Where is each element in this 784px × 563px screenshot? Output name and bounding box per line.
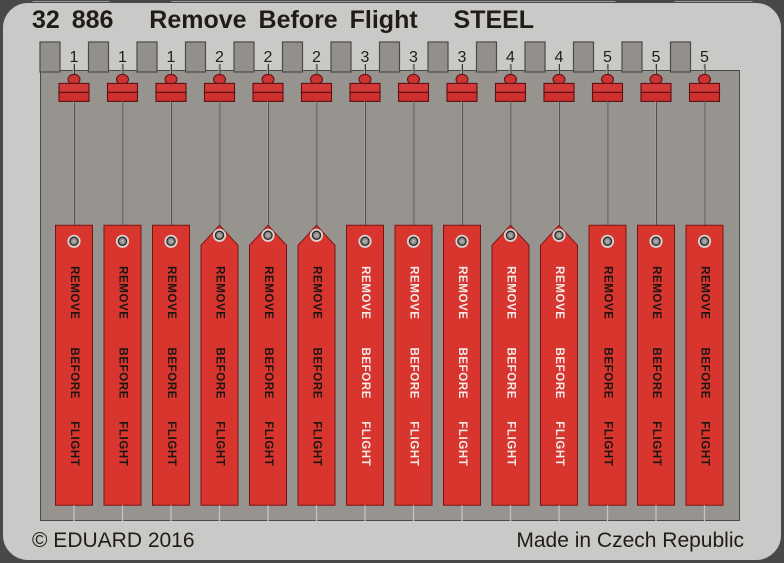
svg-text:REMOVE: REMOVE [359, 266, 371, 319]
svg-text:BEFORE: BEFORE [505, 348, 517, 400]
svg-text:BEFORE: BEFORE [117, 348, 129, 400]
svg-text:REMOVE: REMOVE [117, 266, 129, 319]
svg-text:BEFORE: BEFORE [214, 348, 226, 400]
svg-text:FLIGHT: FLIGHT [699, 421, 711, 466]
svg-text:BEFORE: BEFORE [359, 348, 371, 400]
svg-text:2: 2 [312, 49, 321, 66]
svg-text:REMOVE: REMOVE [699, 266, 711, 319]
svg-text:REMOVE: REMOVE [165, 266, 177, 319]
svg-text:REMOVE: REMOVE [650, 266, 662, 319]
svg-text:REMOVE: REMOVE [68, 266, 80, 319]
svg-text:FLIGHT: FLIGHT [68, 421, 80, 466]
svg-text:2: 2 [264, 49, 273, 66]
svg-text:FLIGHT: FLIGHT [165, 421, 177, 466]
svg-text:BEFORE: BEFORE [408, 348, 420, 400]
svg-text:REMOVE: REMOVE [262, 266, 274, 319]
svg-text:REMOVE: REMOVE [311, 266, 323, 319]
svg-text:2: 2 [215, 49, 224, 66]
svg-text:BEFORE: BEFORE [699, 348, 711, 400]
svg-text:1: 1 [167, 49, 176, 66]
svg-text:BEFORE: BEFORE [262, 348, 274, 400]
svg-text:BEFORE: BEFORE [456, 348, 468, 400]
svg-text:3: 3 [458, 49, 467, 66]
svg-text:FLIGHT: FLIGHT [553, 421, 565, 466]
svg-text:4: 4 [506, 49, 515, 66]
svg-text:5: 5 [652, 49, 661, 66]
svg-text:BEFORE: BEFORE [68, 348, 80, 400]
svg-text:FLIGHT: FLIGHT [505, 421, 517, 466]
svg-text:REMOVE: REMOVE [553, 266, 565, 319]
svg-text:REMOVE: REMOVE [408, 266, 420, 319]
svg-text:REMOVE: REMOVE [456, 266, 468, 319]
svg-text:FLIGHT: FLIGHT [214, 421, 226, 466]
svg-text:FLIGHT: FLIGHT [311, 421, 323, 466]
svg-text:FLIGHT: FLIGHT [602, 421, 614, 466]
svg-text:BEFORE: BEFORE [650, 348, 662, 400]
svg-text:BEFORE: BEFORE [602, 348, 614, 400]
svg-text:REMOVE: REMOVE [505, 266, 517, 319]
svg-text:BEFORE: BEFORE [553, 348, 565, 400]
svg-text:FLIGHT: FLIGHT [262, 421, 274, 466]
svg-text:5: 5 [603, 49, 612, 66]
svg-text:BEFORE: BEFORE [165, 348, 177, 400]
svg-text:1: 1 [70, 49, 79, 66]
svg-text:5: 5 [700, 49, 709, 66]
svg-text:REMOVE: REMOVE [214, 266, 226, 319]
svg-text:4: 4 [555, 49, 564, 66]
svg-text:BEFORE: BEFORE [311, 348, 323, 400]
svg-text:FLIGHT: FLIGHT [650, 421, 662, 466]
svg-text:FLIGHT: FLIGHT [456, 421, 468, 466]
svg-text:FLIGHT: FLIGHT [359, 421, 371, 466]
svg-text:FLIGHT: FLIGHT [408, 421, 420, 466]
svg-text:REMOVE: REMOVE [602, 266, 614, 319]
svg-text:1: 1 [118, 49, 127, 66]
svg-text:3: 3 [409, 49, 418, 66]
svg-text:3: 3 [361, 49, 370, 66]
svg-text:FLIGHT: FLIGHT [117, 421, 129, 466]
